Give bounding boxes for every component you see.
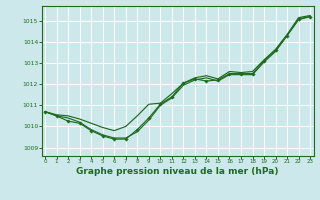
X-axis label: Graphe pression niveau de la mer (hPa): Graphe pression niveau de la mer (hPa) — [76, 167, 279, 176]
